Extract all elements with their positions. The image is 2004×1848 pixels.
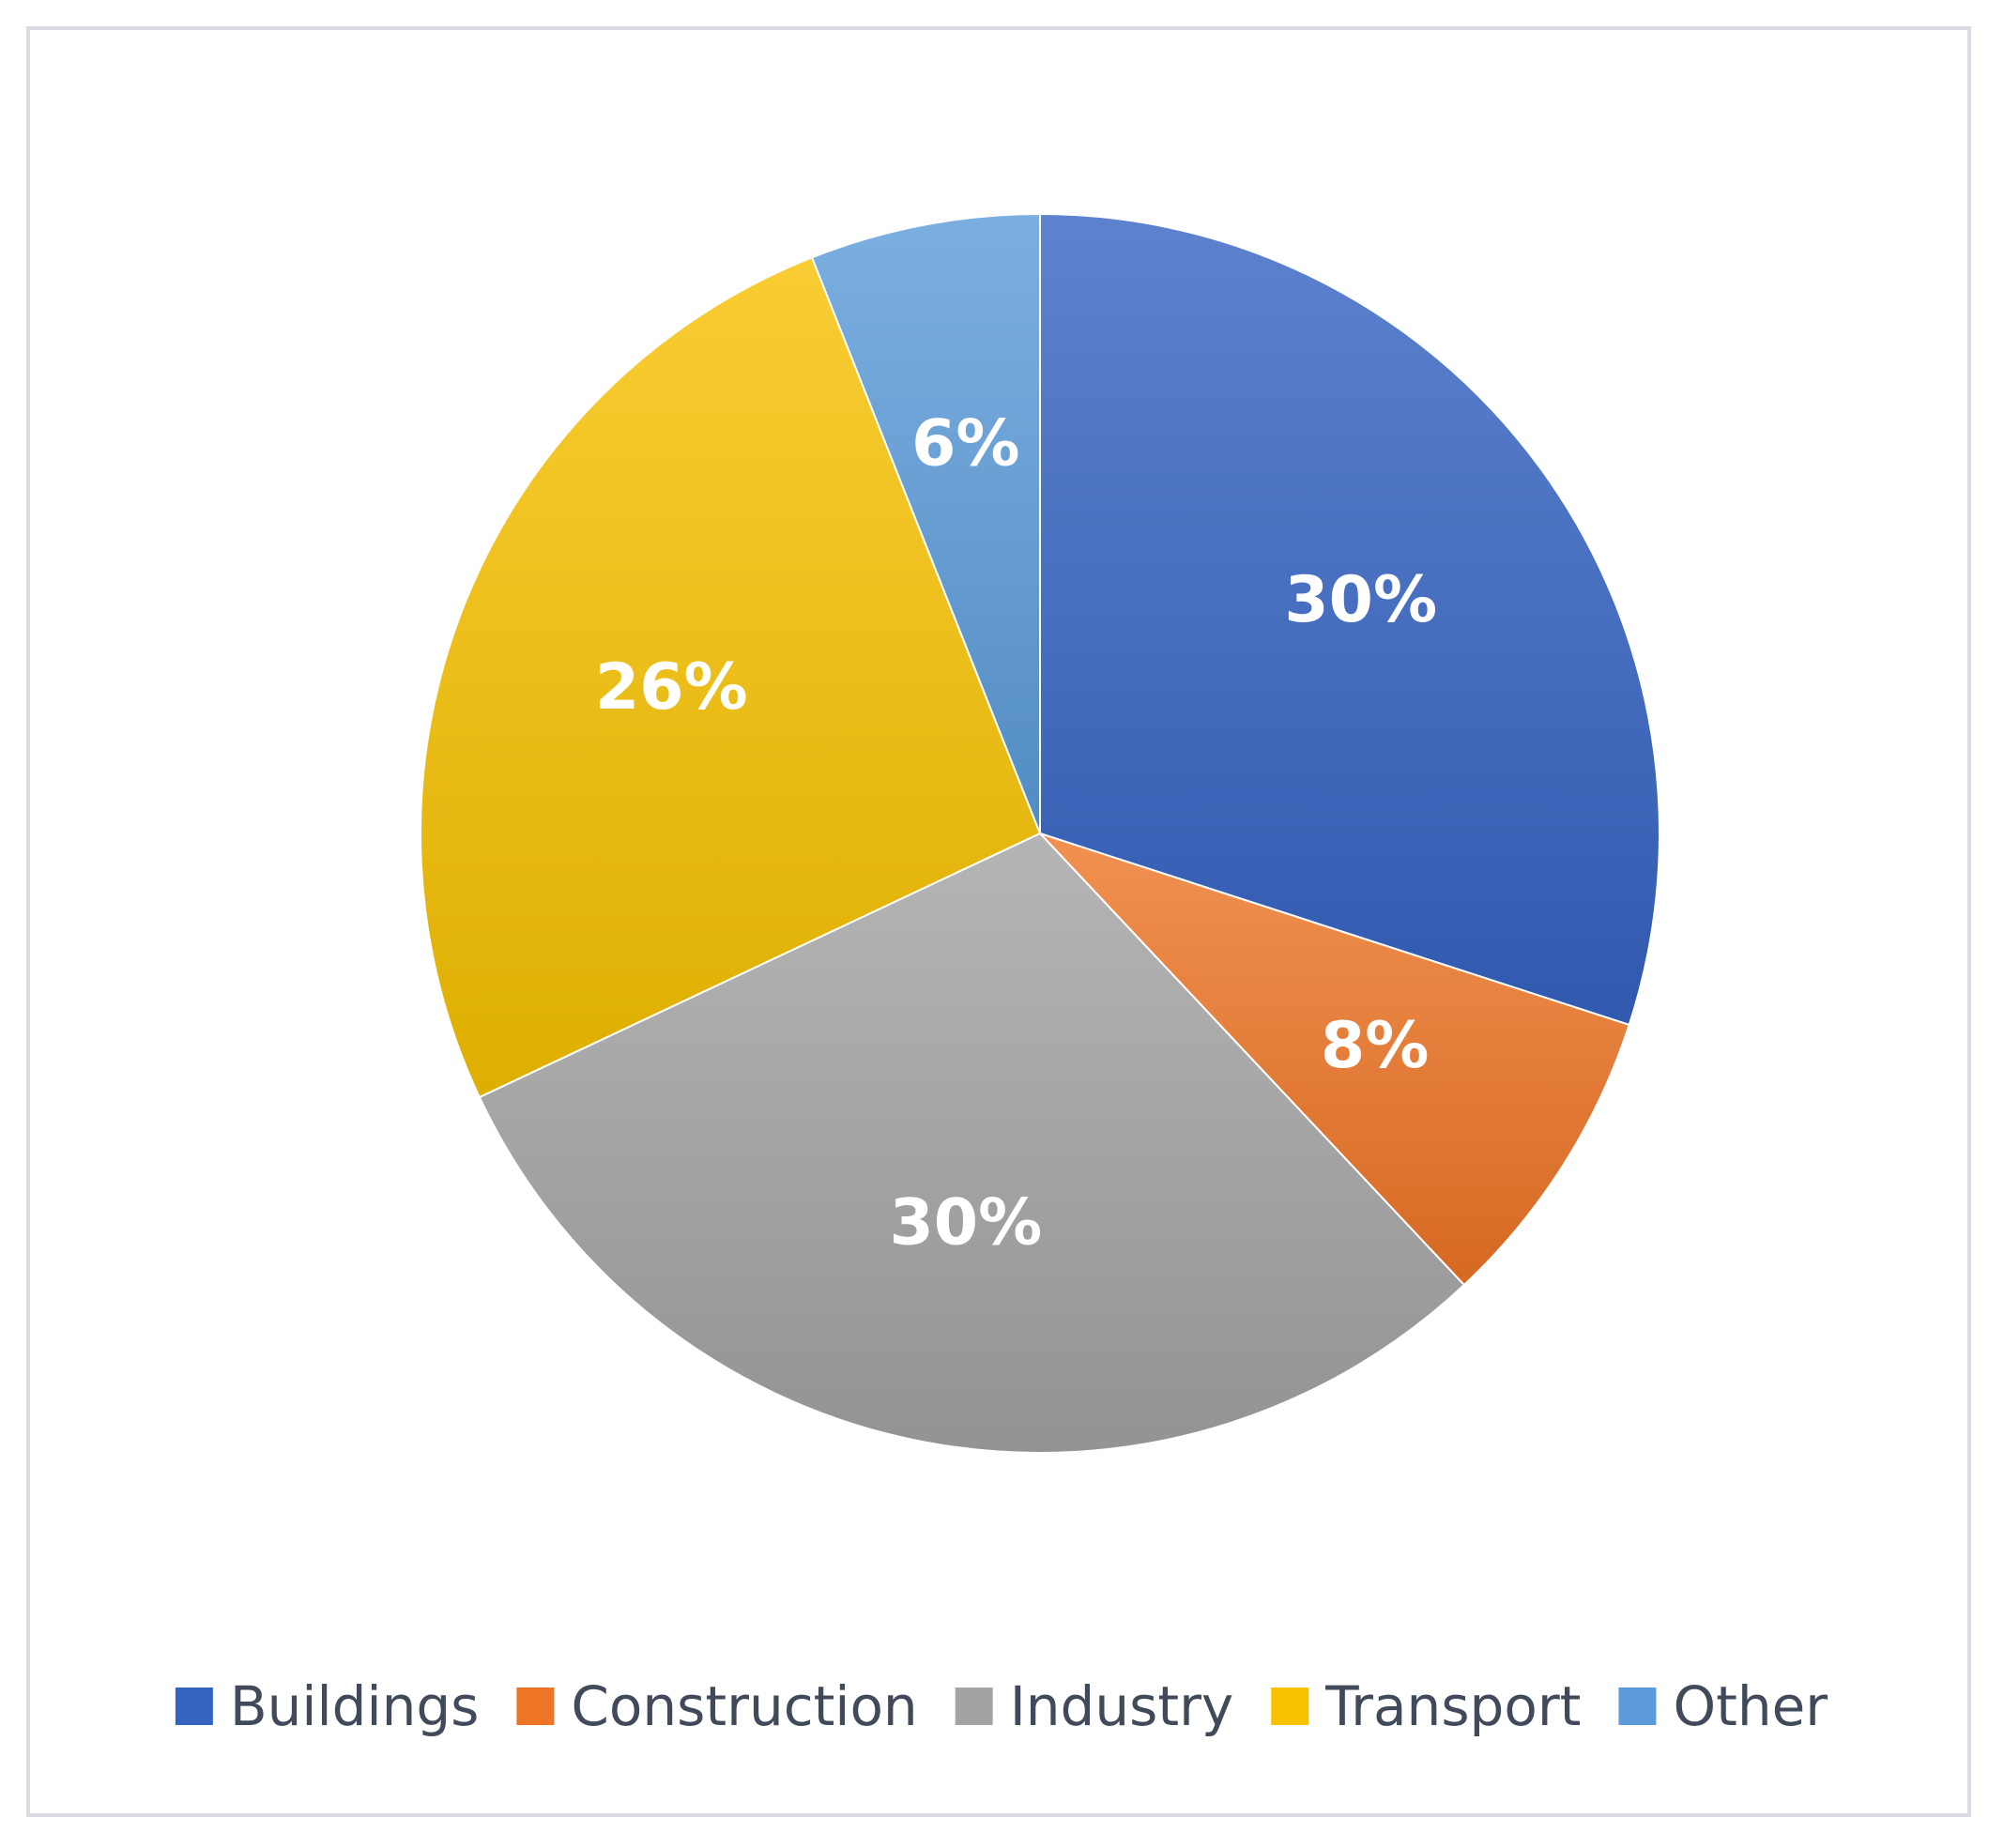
legend-item-industry: Industry — [955, 1674, 1234, 1738]
pie-slice-construction — [1039, 832, 1630, 1287]
pie-slice-transport — [420, 256, 1042, 1099]
legend-swatch-buildings — [175, 1688, 213, 1725]
slice-label-transport: 26% — [595, 650, 748, 725]
legend-item-buildings: Buildings — [175, 1674, 480, 1738]
pie-slice-other — [810, 212, 1041, 834]
pie-slices — [420, 212, 1660, 1454]
slice-label-construction: 8% — [1321, 1009, 1429, 1083]
legend-label-transport: Transport — [1324, 1674, 1581, 1738]
pie-slice-buildings — [1039, 212, 1660, 1027]
legend-label-other: Other — [1673, 1674, 1828, 1738]
slice-label-industry: 30% — [889, 1185, 1042, 1260]
slice-label-other: 6% — [911, 407, 1019, 481]
legend-item-other: Other — [1618, 1674, 1828, 1738]
slice-labels: 30% 8% 30% 26% 6% — [595, 407, 1437, 1260]
legend-label-industry: Industry — [1010, 1674, 1234, 1738]
legend-swatch-other — [1618, 1688, 1657, 1725]
legend-item-construction: Construction — [516, 1674, 918, 1738]
legend: Buildings Construction Industry Transport Ot… — [175, 1674, 1828, 1738]
legend-swatch-industry — [955, 1688, 993, 1725]
legend-swatch-construction — [516, 1688, 555, 1725]
legend-label-construction: Construction — [571, 1674, 917, 1738]
pie-slice-industry — [478, 832, 1466, 1454]
legend-swatch-transport — [1271, 1688, 1309, 1725]
legend-item-transport: Transport — [1271, 1674, 1581, 1738]
legend-label-buildings: Buildings — [230, 1674, 480, 1738]
slice-label-buildings: 30% — [1284, 563, 1437, 637]
